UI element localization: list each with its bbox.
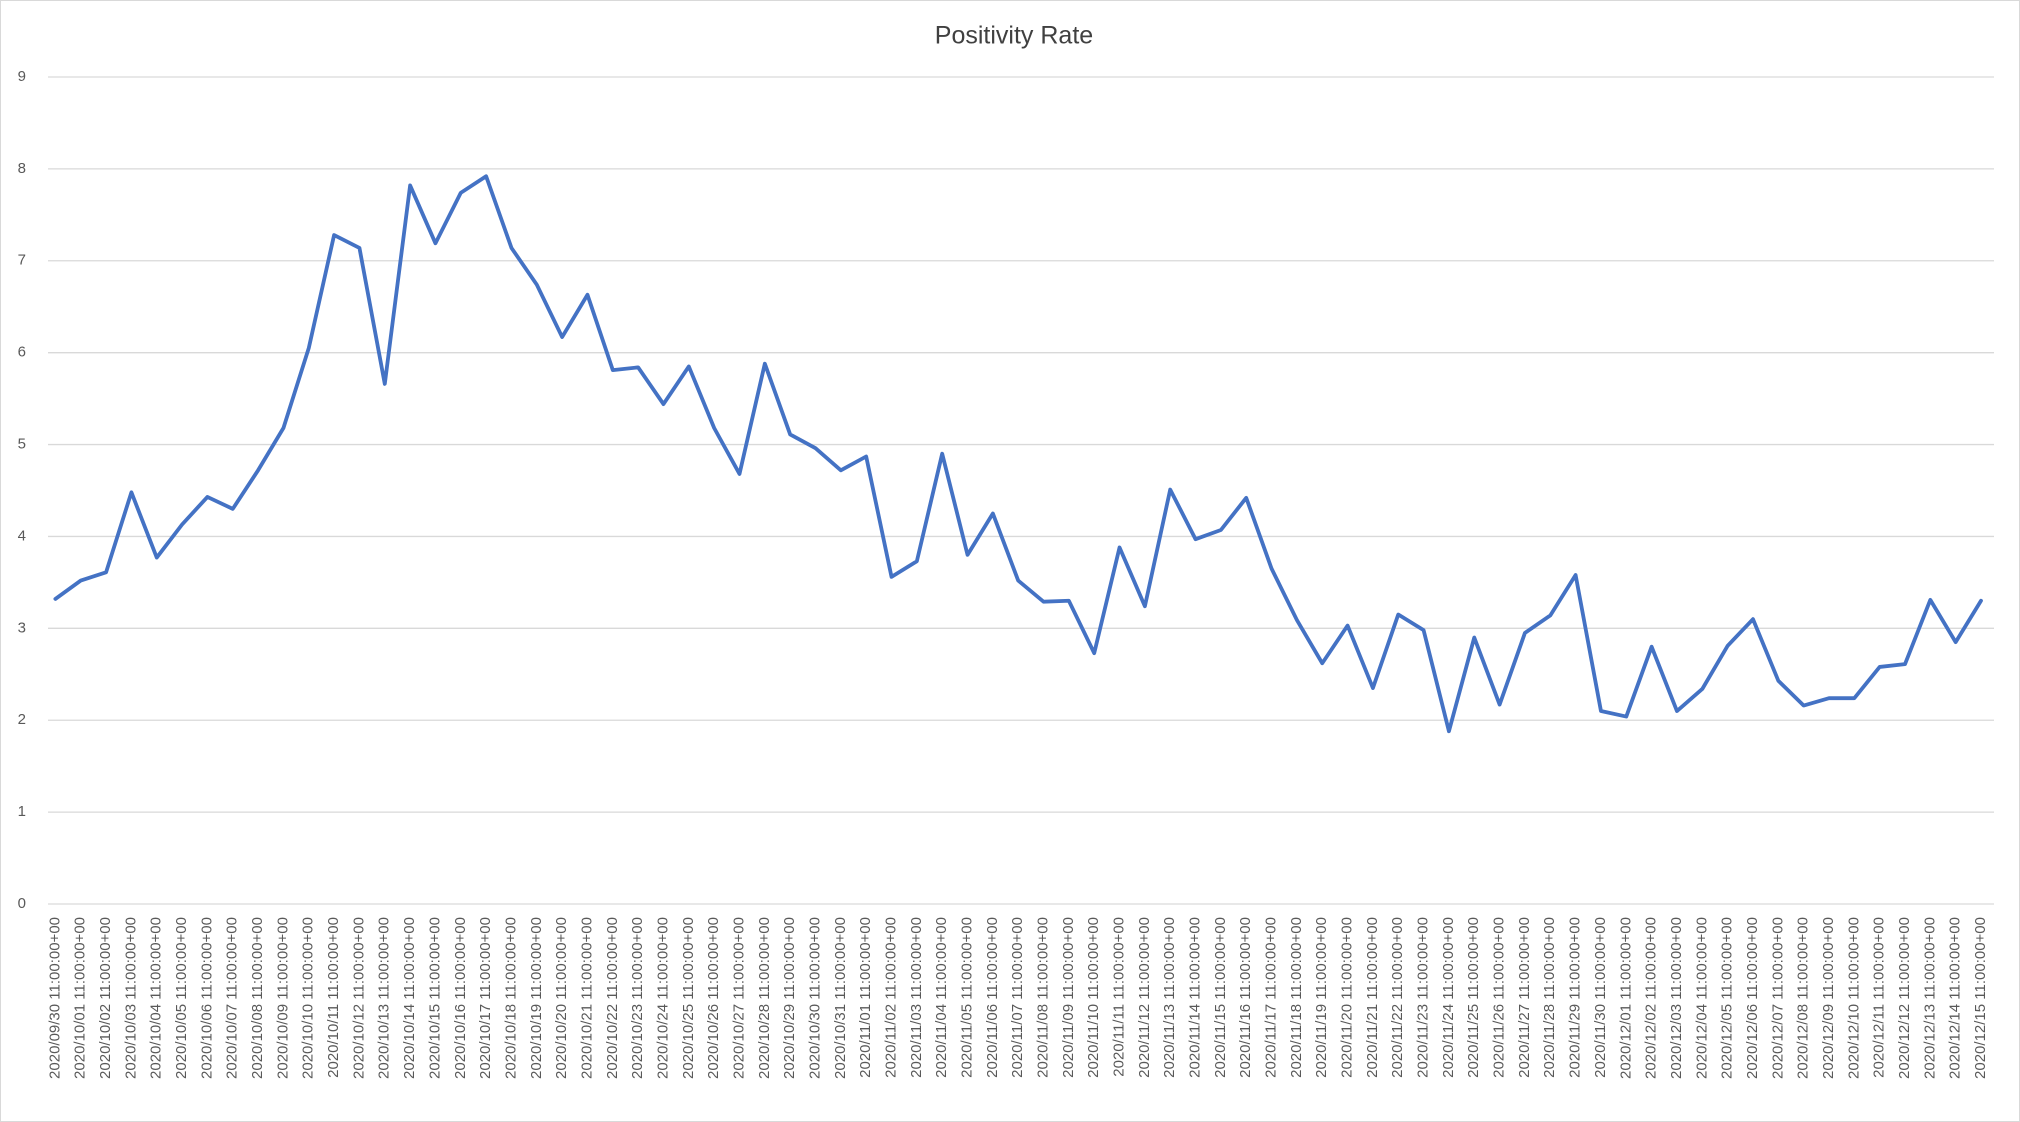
y-tick-label: 1 bbox=[18, 803, 26, 820]
chart-title: Positivity Rate bbox=[935, 22, 1093, 50]
x-tick-label: 2020/11/17 11:00:00+00 bbox=[1263, 917, 1280, 1078]
x-tick-label: 2020/12/01 11:00:00+00 bbox=[1617, 917, 1634, 1079]
x-tick-label: 2020/11/01 11:00:00+00 bbox=[857, 917, 874, 1078]
x-tick-label: 2020/11/16 11:00:00+00 bbox=[1237, 917, 1254, 1078]
y-tick-label: 7 bbox=[18, 252, 26, 269]
y-tick-label: 4 bbox=[18, 527, 26, 544]
x-tick-label: 2020/11/09 11:00:00+00 bbox=[1060, 917, 1077, 1078]
x-tick-label: 2020/12/07 11:00:00+00 bbox=[1769, 917, 1786, 1079]
x-tick-label: 2020/10/11 11:00:00+00 bbox=[325, 917, 342, 1078]
x-tick-label: 2020/09/30 11:00:00+00 bbox=[46, 917, 63, 1079]
x-tick-label: 2020/11/12 11:00:00+00 bbox=[1136, 917, 1153, 1078]
x-tick-label: 2020/10/09 11:00:00+00 bbox=[274, 917, 291, 1079]
x-tick-label: 2020/10/26 11:00:00+00 bbox=[705, 917, 722, 1079]
y-tick-label: 0 bbox=[18, 895, 26, 912]
x-tick-label: 2020/11/24 11:00:00+00 bbox=[1440, 917, 1457, 1078]
x-tick-label: 2020/10/13 11:00:00+00 bbox=[376, 917, 393, 1079]
x-tick-label: 2020/12/11 11:00:00+00 bbox=[1871, 917, 1888, 1078]
x-tick-label: 2020/11/25 11:00:00+00 bbox=[1465, 917, 1482, 1078]
x-tick-label: 2020/12/15 11:00:00+00 bbox=[1972, 917, 1989, 1079]
x-tick-label: 2020/10/22 11:00:00+00 bbox=[604, 917, 621, 1079]
x-tick-label: 2020/11/03 11:00:00+00 bbox=[908, 917, 925, 1078]
x-tick-label: 2020/11/26 11:00:00+00 bbox=[1491, 917, 1508, 1078]
x-tick-label: 2020/11/23 11:00:00+00 bbox=[1415, 917, 1432, 1078]
x-tick-label: 2020/11/20 11:00:00+00 bbox=[1339, 917, 1356, 1078]
x-tick-label: 2020/11/11 11:00:00+00 bbox=[1111, 917, 1128, 1077]
x-tick-label: 2020/10/30 11:00:00+00 bbox=[806, 917, 823, 1079]
x-tick-label: 2020/10/14 11:00:00+00 bbox=[401, 917, 418, 1079]
x-tick-label: 2020/10/01 11:00:00+00 bbox=[72, 917, 89, 1079]
x-tick-label: 2020/11/05 11:00:00+00 bbox=[958, 917, 975, 1078]
x-tick-label: 2020/10/24 11:00:00+00 bbox=[654, 917, 671, 1079]
x-tick-label: 2020/12/08 11:00:00+00 bbox=[1795, 917, 1812, 1079]
x-tick-label: 2020/10/23 11:00:00+00 bbox=[629, 917, 646, 1079]
y-tick-label: 8 bbox=[18, 160, 26, 177]
x-tick-label: 2020/10/21 11:00:00+00 bbox=[578, 917, 595, 1079]
x-tick-label: 2020/10/29 11:00:00+00 bbox=[781, 917, 798, 1079]
x-tick-label: 2020/10/03 11:00:00+00 bbox=[122, 917, 139, 1079]
x-tick-label: 2020/12/06 11:00:00+00 bbox=[1744, 917, 1761, 1079]
x-tick-label: 2020/10/17 11:00:00+00 bbox=[477, 917, 494, 1079]
x-tick-label: 2020/11/15 11:00:00+00 bbox=[1212, 917, 1229, 1078]
x-tick-label: 2020/10/25 11:00:00+00 bbox=[680, 917, 697, 1079]
x-tick-label: 2020/11/14 11:00:00+00 bbox=[1187, 917, 1204, 1078]
x-tick-label: 2020/10/08 11:00:00+00 bbox=[249, 917, 266, 1079]
x-tick-label: 2020/12/03 11:00:00+00 bbox=[1668, 917, 1685, 1079]
x-tick-label: 2020/11/28 11:00:00+00 bbox=[1541, 917, 1558, 1078]
x-tick-label: 2020/10/20 11:00:00+00 bbox=[553, 917, 570, 1079]
y-tick-label: 5 bbox=[18, 436, 26, 453]
x-tick-label: 2020/11/30 11:00:00+00 bbox=[1592, 917, 1609, 1078]
x-tick-label: 2020/10/07 11:00:00+00 bbox=[224, 917, 241, 1079]
x-tick-label: 2020/12/02 11:00:00+00 bbox=[1643, 917, 1660, 1079]
x-tick-label: 2020/11/18 11:00:00+00 bbox=[1288, 917, 1305, 1078]
y-tick-label: 6 bbox=[18, 344, 26, 361]
x-tick-label: 2020/12/04 11:00:00+00 bbox=[1693, 917, 1710, 1079]
y-tick-label: 2 bbox=[18, 711, 26, 728]
x-tick-label: 2020/12/14 11:00:00+00 bbox=[1947, 917, 1964, 1079]
x-tick-label: 2020/11/29 11:00:00+00 bbox=[1567, 917, 1584, 1078]
x-tick-label: 2020/11/19 11:00:00+00 bbox=[1313, 917, 1330, 1078]
x-tick-label: 2020/10/15 11:00:00+00 bbox=[426, 917, 443, 1079]
x-tick-label: 2020/10/19 11:00:00+00 bbox=[528, 917, 545, 1079]
y-tick-label: 9 bbox=[18, 68, 26, 85]
x-tick-label: 2020/10/06 11:00:00+00 bbox=[198, 917, 215, 1079]
x-tick-label: 2020/10/04 11:00:00+00 bbox=[148, 917, 165, 1079]
x-tick-label: 2020/10/28 11:00:00+00 bbox=[756, 917, 773, 1079]
x-tick-label: 2020/12/09 11:00:00+00 bbox=[1820, 917, 1837, 1079]
data-line bbox=[53, 174, 1983, 734]
x-tick-label: 2020/10/31 11:00:00+00 bbox=[832, 917, 849, 1079]
x-tick-label: 2020/12/10 11:00:00+00 bbox=[1845, 917, 1862, 1079]
x-tick-label: 2020/12/12 11:00:00+00 bbox=[1896, 917, 1913, 1079]
x-tick-label: 2020/11/08 11:00:00+00 bbox=[1035, 917, 1052, 1078]
x-tick-label: 2020/11/06 11:00:00+00 bbox=[984, 917, 1001, 1078]
x-tick-label: 2020/10/12 11:00:00+00 bbox=[350, 917, 367, 1079]
x-tick-label: 2020/10/27 11:00:00+00 bbox=[730, 917, 747, 1079]
x-tick-label: 2020/11/02 11:00:00+00 bbox=[882, 917, 899, 1078]
x-tick-label: 2020/10/16 11:00:00+00 bbox=[452, 917, 469, 1079]
x-tick-label: 2020/11/22 11:00:00+00 bbox=[1389, 917, 1406, 1078]
x-tick-label: 2020/11/27 11:00:00+00 bbox=[1516, 917, 1533, 1078]
x-tick-label: 2020/11/04 11:00:00+00 bbox=[933, 917, 950, 1078]
x-tick-label: 2020/11/21 11:00:00+00 bbox=[1364, 917, 1381, 1078]
x-tick-label: 2020/12/05 11:00:00+00 bbox=[1719, 917, 1736, 1079]
x-tick-label: 2020/11/07 11:00:00+00 bbox=[1009, 917, 1026, 1078]
y-tick-label: 3 bbox=[18, 619, 26, 636]
x-tick-label: 2020/12/13 11:00:00+00 bbox=[1921, 917, 1938, 1079]
x-tick-label: 2020/11/10 11:00:00+00 bbox=[1085, 917, 1102, 1078]
x-tick-label: 2020/11/13 11:00:00+00 bbox=[1161, 917, 1178, 1078]
x-tick-label: 2020/10/02 11:00:00+00 bbox=[97, 917, 114, 1079]
x-tick-label: 2020/10/05 11:00:00+00 bbox=[173, 917, 190, 1079]
x-tick-label: 2020/10/10 11:00:00+00 bbox=[300, 917, 317, 1079]
x-tick-label: 2020/10/18 11:00:00+00 bbox=[502, 917, 519, 1079]
